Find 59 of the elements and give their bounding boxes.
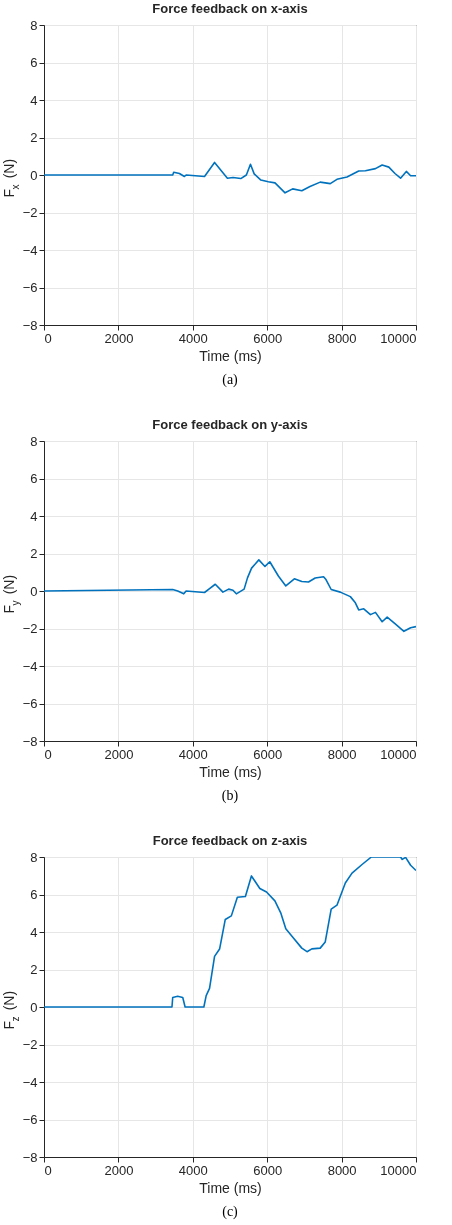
line-series (44, 559, 416, 633)
y-tick-label: −8 (22, 733, 38, 749)
chart-title: Force feedback on x-axis (152, 1, 308, 16)
x-tick-label: 8000 (327, 746, 357, 762)
x-tick-label: 4000 (178, 746, 208, 762)
x-tick-label: 6000 (253, 746, 283, 762)
x-tick-label: 2000 (104, 746, 134, 762)
y-tick-label: −2 (22, 205, 38, 220)
y-tick-label: −6 (22, 1112, 38, 1127)
y-tick-label: 8 (30, 17, 38, 33)
text: (c) (222, 1204, 239, 1220)
text: (a) (222, 372, 239, 388)
y-axis-title: Fx (N) (1, 158, 21, 198)
x-tick-label: 0 (44, 1162, 52, 1178)
y-tick-label: −6 (22, 696, 38, 711)
x-tick-label: 4000 (178, 1162, 208, 1178)
x-tick-label: 10000 (380, 746, 417, 762)
y-axis-title: Fy (N) (1, 574, 21, 614)
x-tick-label: 10000 (380, 330, 417, 346)
y-tick-label: −6 (22, 280, 38, 295)
text: (b) (221, 788, 239, 804)
x-tick-label: 4000 (178, 330, 208, 346)
line-series (44, 161, 416, 194)
y-tick-label: 2 (30, 130, 38, 145)
y-tick-label: −2 (22, 621, 38, 636)
x-tick-label: 8000 (327, 330, 357, 346)
y-tick-label: 4 (30, 92, 38, 108)
y-tick-label: 2 (30, 962, 38, 977)
x-axis-title: Time (ms) (199, 347, 262, 364)
y-tick-label: −8 (22, 1149, 38, 1165)
x-tick-label: 6000 (253, 330, 283, 346)
x-tick-label: 8000 (327, 1162, 357, 1178)
y-tick-label: −4 (22, 658, 38, 674)
x-tick-label: 2000 (104, 1162, 134, 1178)
y-tick-label: −8 (22, 317, 38, 333)
y-tick-label: 2 (30, 546, 38, 561)
x-tick-label: 0 (44, 330, 52, 346)
y-tick-label: 8 (30, 849, 38, 865)
y-tick-label: 0 (30, 583, 38, 599)
y-tick-label: 0 (30, 999, 38, 1015)
x-tick-label: 10000 (380, 1162, 417, 1178)
y-tick-label: −2 (22, 1037, 38, 1052)
y-axis-title: Fz (N) (1, 990, 21, 1030)
y-tick-label: 4 (30, 924, 38, 940)
x-tick-label: 0 (44, 746, 52, 762)
y-tick-label: 0 (30, 167, 38, 183)
y-tick-label: 6 (30, 887, 38, 902)
y-tick-label: 6 (30, 471, 38, 486)
y-tick-label: 4 (30, 508, 38, 524)
y-tick-label: 8 (30, 433, 38, 449)
x-tick-label: 2000 (104, 330, 134, 346)
y-tick-label: 6 (30, 55, 38, 70)
x-tick-label: 6000 (253, 1162, 283, 1178)
y-tick-label: −4 (22, 242, 38, 258)
y-tick-label: −4 (22, 1074, 38, 1090)
chart-title: Force feedback on y-axis (152, 417, 308, 432)
chart-title: Force feedback on z-axis (152, 833, 308, 848)
x-axis-title: Time (ms) (199, 1179, 262, 1196)
x-axis-title: Time (ms) (199, 763, 262, 780)
